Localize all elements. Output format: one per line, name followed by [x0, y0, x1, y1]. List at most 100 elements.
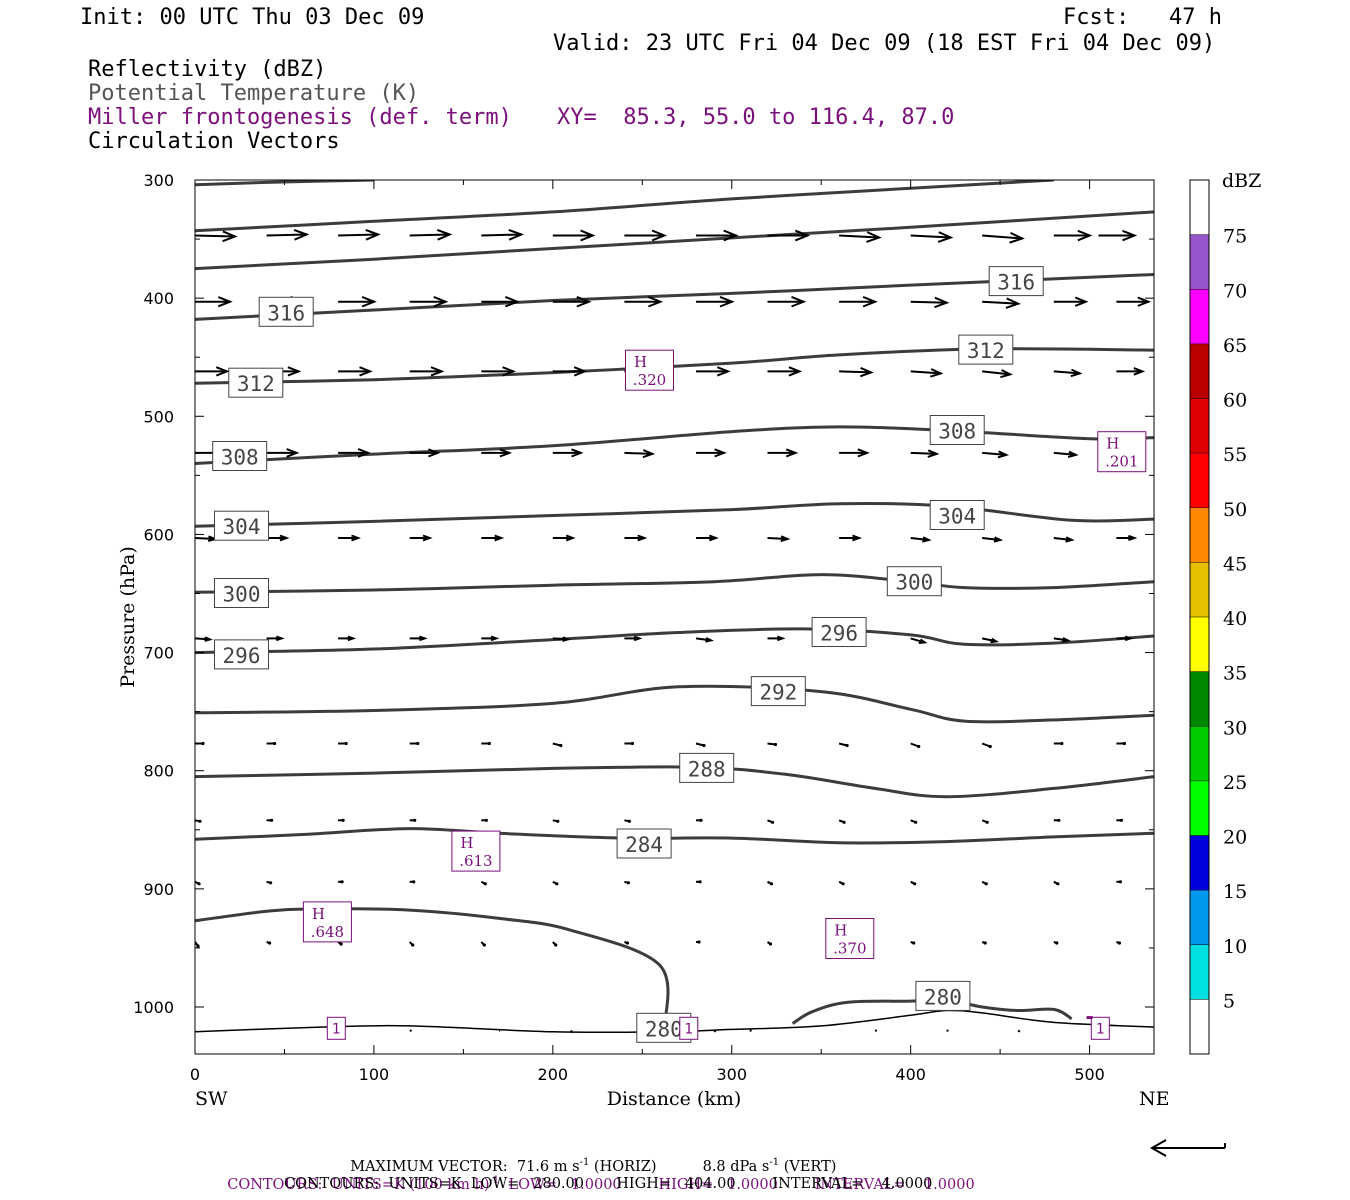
y-tick-label: 900 — [143, 880, 174, 899]
colorbar-label: 65 — [1223, 335, 1247, 357]
circulation-vector — [338, 635, 357, 642]
frontogenesis-high: H.320 — [625, 349, 674, 391]
svg-text:296: 296 — [820, 622, 858, 646]
theta-contour-308 — [195, 425, 1154, 465]
svg-text:.370: .370 — [833, 940, 866, 958]
circulation-vector — [767, 742, 778, 747]
svg-text:284: 284 — [625, 833, 663, 857]
theta-contour-292 — [195, 684, 1154, 724]
x-tick-label: 100 — [359, 1065, 390, 1084]
field-potential-temperature: Potential Temperature (K) — [88, 81, 420, 106]
max-vector-horiz-tag: (HORIZ) — [593, 1158, 657, 1175]
max-vector-vert-exp: -1 — [769, 1157, 780, 1168]
colorbar-label: 30 — [1223, 717, 1247, 739]
circulation-vector — [195, 636, 214, 642]
svg-text:1: 1 — [332, 1021, 341, 1037]
circulation-vector — [624, 229, 668, 242]
theta-contour-288 — [195, 765, 1154, 799]
circulation-vector — [695, 742, 706, 748]
circulation-vector — [338, 295, 377, 308]
circulation-vector — [337, 941, 343, 946]
circulation-vector — [409, 295, 449, 308]
circulation-vector — [1017, 1029, 1021, 1033]
theta-contours — [195, 180, 1154, 1034]
frontogenesis-value: 1 — [679, 1016, 699, 1040]
circulation-vector — [981, 742, 992, 749]
colorbar-segment — [1190, 726, 1209, 781]
circulation-vector — [696, 295, 735, 308]
colorbar-segment — [1190, 562, 1209, 618]
circulation-vector — [409, 534, 433, 542]
circulation-vector — [624, 880, 631, 885]
theta-label: 284 — [616, 828, 672, 859]
circulation-vector — [409, 741, 420, 746]
theta-contour-324 — [195, 180, 1054, 233]
circulation-vector — [569, 1029, 574, 1034]
theta-label: 308 — [929, 415, 985, 445]
svg-text:308: 308 — [221, 446, 259, 470]
circulation-vector — [552, 636, 571, 642]
circulation-vector — [982, 536, 1004, 543]
circulation-vector — [481, 635, 500, 642]
circulation-vector — [910, 536, 932, 543]
circulation-vector — [981, 941, 987, 945]
sw-end-label: SW — [195, 1088, 228, 1110]
svg-text:288: 288 — [688, 757, 726, 781]
circulation-vector — [1116, 880, 1122, 884]
svg-text:292: 292 — [759, 681, 797, 705]
circulation-vector — [195, 535, 218, 543]
circulation-vector — [1053, 880, 1060, 886]
circulation-vector — [481, 228, 525, 241]
circulation-vector — [481, 818, 488, 822]
svg-text:.201: .201 — [1105, 453, 1138, 471]
y-tick-label: 1000 — [133, 998, 174, 1017]
circulation-vector — [696, 448, 727, 458]
circulation-vector — [624, 941, 630, 945]
max-vector-vert-value: 8.8 — [702, 1158, 726, 1175]
circulation-vector — [409, 228, 453, 241]
circulation-vector — [1053, 536, 1075, 543]
circulation-vector — [910, 449, 940, 458]
svg-text:H: H — [312, 905, 325, 923]
circulation-vector — [266, 448, 300, 458]
circulation-vector — [1053, 296, 1089, 307]
colorbar-label: 75 — [1223, 226, 1247, 248]
circulation-vector — [981, 819, 989, 824]
colorbar-segment — [1190, 780, 1209, 836]
circulation-vector — [838, 880, 845, 886]
circulation-vector — [266, 534, 290, 542]
circulation-vector — [338, 366, 373, 377]
circulation-vector — [981, 880, 988, 886]
colorbar-segment — [1190, 180, 1209, 235]
circulation-vector — [195, 366, 230, 377]
circulation-vector — [767, 366, 803, 377]
colorbar-segment — [1190, 617, 1209, 672]
theta-label: 316 — [988, 266, 1044, 297]
circulation-vector — [624, 295, 664, 308]
y-tick-label: 700 — [143, 644, 174, 663]
x-tick-label: 200 — [538, 1065, 569, 1084]
theta-label: 304 — [214, 510, 269, 541]
circulation-vector — [767, 535, 791, 543]
circulation-vector — [481, 741, 491, 746]
circulation-vector — [338, 880, 344, 884]
colorbar-segment — [1190, 944, 1209, 1000]
circulation-vector — [552, 534, 576, 542]
circulation-vector — [982, 369, 1013, 379]
frontogenesis-high: H.201 — [1097, 431, 1147, 473]
svg-text:296: 296 — [223, 644, 261, 668]
theta-label: 308 — [212, 441, 268, 471]
circulation-vector — [982, 297, 1021, 309]
theta-label: 288 — [679, 752, 735, 783]
circulation-vector — [552, 366, 588, 377]
colorbar-segment — [1190, 999, 1209, 1055]
theta-contour-300 — [195, 573, 1154, 594]
colorbar-segment — [1190, 398, 1209, 454]
colorbar-label: 60 — [1223, 390, 1247, 412]
plot-frame — [194, 179, 1155, 1055]
fronto-units: CONTOURS: UNITS=K (100 km h) — [227, 1176, 490, 1193]
circulation-vector — [480, 880, 487, 886]
colorbar-label: 40 — [1223, 608, 1247, 630]
circulation-vector — [910, 880, 917, 886]
theta-contour-284 — [195, 907, 670, 1032]
